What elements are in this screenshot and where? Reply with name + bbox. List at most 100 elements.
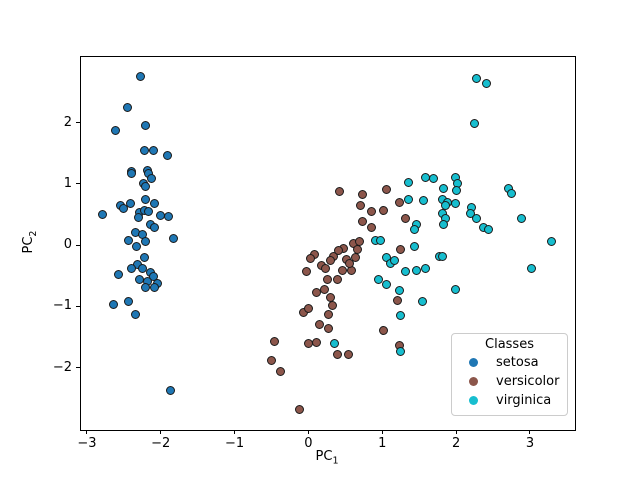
legend-title: Classes (485, 337, 534, 352)
data-point-setosa (123, 102, 133, 112)
data-point-virginica (374, 274, 384, 284)
data-point-versicolor (357, 216, 367, 226)
legend-label-virginica: virginica (496, 393, 552, 408)
x-tick-label: −1 (224, 436, 245, 451)
x-tick-mark (455, 430, 457, 434)
data-point-versicolor (394, 197, 404, 207)
data-point-setosa (165, 386, 175, 396)
data-point-versicolor (353, 244, 363, 254)
x-tick-label: 2 (451, 436, 461, 451)
data-point-versicolor (356, 201, 366, 211)
data-point-virginica (396, 347, 406, 357)
y-tick-mark (76, 122, 80, 124)
data-point-versicolor (320, 263, 330, 273)
data-point-virginica (546, 237, 556, 247)
data-point-setosa (168, 234, 178, 244)
legend-entry-versicolor: versicolor (452, 372, 567, 391)
data-point-versicolor (357, 190, 367, 200)
data-point-versicolor (323, 309, 333, 319)
data-point-versicolor (295, 405, 305, 415)
y-tick-label: −1 (52, 298, 72, 314)
data-point-virginica (410, 242, 420, 252)
data-point-virginica (450, 284, 460, 294)
data-point-virginica (417, 297, 427, 307)
data-point-versicolor (269, 336, 279, 346)
x-tick-label: 3 (525, 436, 535, 451)
data-point-virginica (450, 199, 460, 209)
data-point-versicolor (334, 187, 344, 197)
data-point-virginica (472, 213, 482, 223)
data-point-versicolor (343, 350, 353, 360)
data-point-virginica (382, 279, 392, 289)
data-point-virginica (472, 73, 482, 83)
data-point-virginica (376, 236, 386, 246)
data-point-versicolor (312, 337, 322, 347)
data-point-versicolor (392, 295, 402, 305)
data-point-versicolor (367, 223, 377, 233)
data-point-versicolor (337, 265, 347, 275)
data-point-versicolor (378, 205, 388, 215)
data-point-versicolor (351, 253, 361, 263)
data-point-virginica (481, 78, 491, 88)
legend-label-setosa: setosa (496, 355, 539, 370)
data-point-versicolor (327, 300, 337, 310)
data-point-versicolor (334, 246, 344, 256)
plot-area: −3 −2 −1 0 1 2 3 −2 −1 0 1 2 (53, 56, 576, 451)
data-point-setosa (149, 222, 159, 232)
x-tick-mark (307, 430, 309, 434)
legend: Classes setosa versicolor virginica (451, 333, 568, 416)
x-tick-mark (381, 430, 383, 434)
data-point-versicolor (326, 255, 336, 265)
data-point-setosa (108, 299, 118, 309)
data-point-virginica (439, 219, 449, 229)
data-point-setosa (140, 182, 150, 192)
data-point-versicolor (332, 274, 342, 284)
data-point-virginica (396, 310, 406, 320)
data-point-setosa (125, 199, 135, 209)
data-point-virginica (470, 119, 480, 129)
x-tick-mark (160, 430, 162, 434)
data-point-virginica (421, 264, 431, 274)
data-point-setosa (126, 264, 136, 274)
data-point-setosa (164, 211, 174, 221)
data-point-setosa (140, 121, 150, 131)
data-point-setosa (162, 151, 172, 161)
data-point-setosa (140, 252, 149, 262)
data-point-versicolor (306, 254, 316, 263)
data-point-setosa (97, 209, 107, 219)
data-point-versicolor (323, 323, 333, 333)
data-point-virginica (506, 189, 516, 199)
y-tick-mark (76, 244, 80, 246)
x-axis-label-subscript: 1 (332, 455, 339, 467)
data-point-setosa (131, 241, 141, 251)
data-point-versicolor (379, 325, 389, 335)
data-point-setosa (149, 283, 159, 293)
y-tick-mark (76, 367, 80, 369)
y-tick-label: 0 (63, 237, 72, 253)
virginica-marker-icon (469, 396, 478, 405)
data-point-setosa (140, 146, 149, 156)
data-point-setosa (135, 72, 145, 82)
x-tick-label: 1 (378, 436, 387, 451)
data-point-virginica (411, 265, 421, 275)
versicolor-marker-icon (469, 377, 478, 386)
x-axis-label-text: PC (315, 449, 333, 464)
data-point-setosa (141, 195, 151, 205)
data-point-virginica (409, 224, 419, 234)
legend-entry-virginica: virginica (452, 391, 567, 410)
data-point-setosa (137, 263, 147, 273)
data-point-versicolor (315, 320, 324, 330)
data-point-setosa (150, 198, 160, 208)
data-point-setosa (123, 235, 133, 245)
data-point-setosa (123, 296, 133, 306)
data-point-setosa (140, 237, 150, 247)
data-point-virginica (401, 266, 411, 276)
data-point-setosa (111, 125, 121, 135)
data-point-versicolor (303, 303, 313, 313)
y-tick-mark (76, 183, 80, 185)
data-point-setosa (147, 174, 157, 184)
legend-entry-setosa: setosa (452, 353, 567, 372)
x-tick-label: −3 (77, 436, 97, 451)
y-tick-label: 2 (63, 114, 72, 130)
data-point-versicolor (301, 266, 311, 276)
